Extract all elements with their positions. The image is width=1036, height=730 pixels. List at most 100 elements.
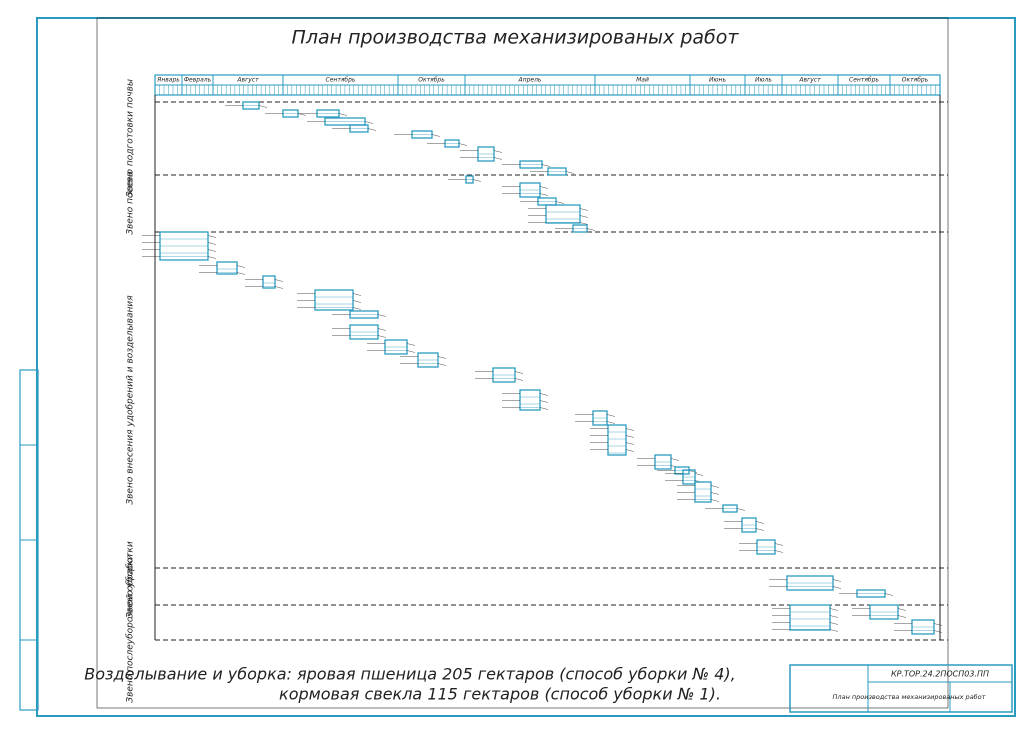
stamp-code: КР.ТОР.24.2ПОСП03.ПП (891, 670, 989, 679)
task-leader (933, 623, 943, 626)
task-leader (258, 105, 268, 108)
task-leader (539, 400, 549, 403)
task-leader (897, 608, 907, 611)
task-box (314, 289, 354, 311)
task-leader (555, 201, 565, 204)
task-leader (829, 608, 839, 611)
task-leader (207, 249, 217, 252)
task-leader (539, 193, 549, 196)
task-leader (688, 470, 698, 473)
month-label: Июнь (709, 77, 726, 84)
outer-frame (36, 17, 1016, 717)
task-leader (274, 279, 284, 282)
task-leader (710, 485, 720, 488)
task-box (216, 261, 238, 275)
task-leader (579, 208, 589, 211)
task-leader (377, 314, 387, 317)
task-leader (832, 586, 842, 589)
month-label: Январь (156, 77, 180, 84)
task-leader (377, 335, 387, 338)
month-label: Июль (755, 77, 772, 84)
month-label: Февраль (184, 77, 212, 84)
month-label: Апрель (518, 77, 542, 84)
task-leader (897, 615, 907, 618)
section-label: Звено внесения удобрений и возделывания (126, 295, 136, 505)
task-leader (406, 350, 416, 353)
task-leader (539, 393, 549, 396)
section-label: Звено посева (126, 171, 136, 235)
task-leader (541, 164, 551, 167)
month-label: Август (798, 77, 821, 84)
month-label: Сентябрь (326, 77, 356, 84)
task-leader (539, 186, 549, 189)
task-leader (406, 343, 416, 346)
stamp-frame (789, 664, 1013, 713)
left-stamp (19, 369, 39, 711)
task-leader (493, 150, 503, 153)
task-leader (207, 235, 217, 238)
section-label: Звено послеуборочной обработки (126, 541, 136, 703)
task-leader (207, 256, 217, 259)
task-leader (710, 499, 720, 502)
sheet-frame (96, 17, 949, 709)
task-leader (437, 363, 447, 366)
task-leader (579, 222, 589, 225)
title-block: КР.ТОР.24.2ПОСП03.ПП План производства м… (789, 664, 1013, 713)
task-leader (829, 615, 839, 618)
task-leader (829, 629, 839, 632)
task-box (545, 204, 581, 224)
task-leader (274, 286, 284, 289)
caption: кормовая свекла 115 гектаров (способ убо… (279, 685, 721, 704)
task-leader (352, 293, 362, 296)
month-label: Май (636, 77, 649, 84)
task-leader (493, 157, 503, 160)
task-leader (236, 272, 246, 275)
task-leader (539, 407, 549, 410)
task-leader (236, 265, 246, 268)
task-leader (377, 328, 387, 331)
task-box (789, 604, 831, 631)
caption: Возделывание и уборка: яровая пшеница 20… (84, 665, 736, 684)
task-leader (694, 473, 704, 476)
task-leader (832, 579, 842, 582)
task-leader (606, 414, 616, 417)
task-leader (625, 442, 635, 445)
task-leader (431, 134, 441, 137)
task-leader (606, 421, 616, 424)
task-leader (579, 215, 589, 218)
task-leader (755, 521, 765, 524)
task-leader (565, 171, 575, 174)
task-leader (352, 307, 362, 310)
task-leader (586, 228, 596, 231)
task-leader (352, 300, 362, 303)
task-leader (670, 458, 680, 461)
section-label: Звено подготовки почвы (126, 79, 136, 197)
task-leader (755, 528, 765, 531)
task-leader (710, 492, 720, 495)
task-leader (884, 593, 894, 596)
task-leader (472, 179, 482, 182)
task-leader (774, 543, 784, 546)
task-leader (297, 113, 307, 116)
section-label: Звено уборки (126, 554, 136, 618)
task-leader (774, 550, 784, 553)
task-leader (458, 143, 468, 146)
task-box (519, 389, 541, 411)
task-leader (514, 378, 524, 381)
task-leader (933, 630, 943, 633)
title: План производства механизированых работ (292, 27, 740, 49)
task-leader (364, 121, 374, 124)
month-label: Август (236, 77, 259, 84)
task-box (262, 275, 276, 289)
task-leader (367, 128, 377, 131)
task-leader (437, 356, 447, 359)
task-box (607, 424, 627, 456)
month-label: Сентябрь (849, 77, 879, 84)
month-label: Октябрь (418, 77, 445, 84)
task-leader (338, 113, 348, 116)
task-leader (625, 435, 635, 438)
task-leader (207, 242, 217, 245)
stamp-name: План производства механизированых работ (833, 693, 986, 701)
task-leader (514, 371, 524, 374)
